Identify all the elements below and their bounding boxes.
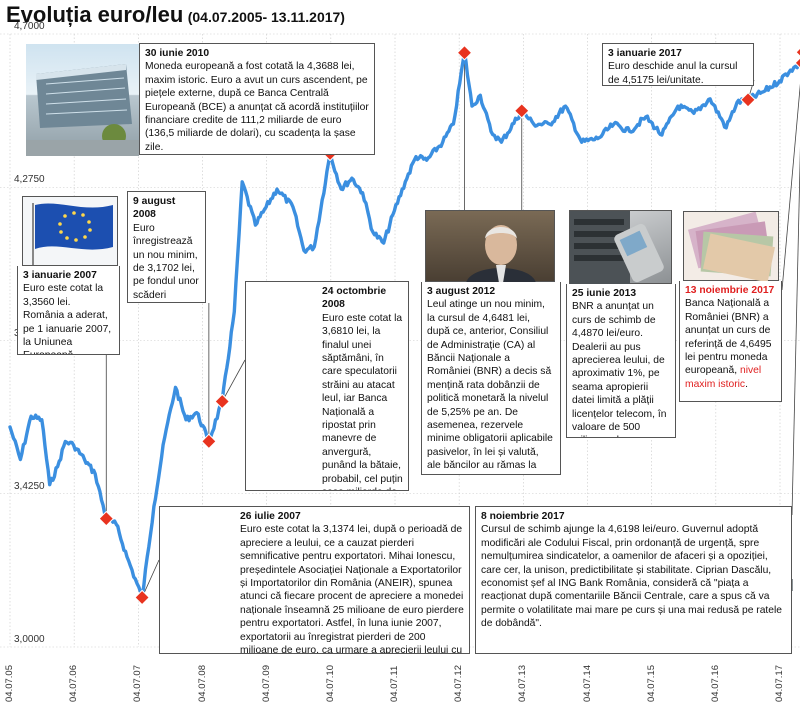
callout-date: 13 noiembrie 2017 xyxy=(685,285,775,296)
callout-date: 3 august 2012 xyxy=(427,286,496,297)
callout-3-august-2012: 3 august 2012 Leul atinge un nou minim, … xyxy=(421,282,561,475)
flag-stars-icon xyxy=(58,211,92,242)
y-tick-label: 3,4250 xyxy=(14,480,45,492)
callout-8-noiembrie-2017: 8 noiembrie 2017 Cursul de schimb ajunge… xyxy=(475,506,792,654)
x-tick-label: 04.07.08 xyxy=(196,665,208,702)
event-marker xyxy=(740,92,756,108)
callout-3-ianuarie-2017: 3 ianuarie 2017 Euro deschide anul la cu… xyxy=(602,43,754,86)
building-photo xyxy=(26,44,139,156)
event-marker xyxy=(795,44,800,60)
x-tick-label: 04.07.13 xyxy=(517,665,529,702)
callout-date: 8 noiembrie 2017 xyxy=(481,511,565,522)
banknotes-photo xyxy=(683,211,779,283)
leader-line xyxy=(221,359,246,402)
x-tick-label: 04.07.16 xyxy=(709,665,721,702)
callout-date: 25 iunie 2013 xyxy=(572,288,637,299)
phone-illustration xyxy=(570,211,664,285)
x-tick-label: 04.07.05 xyxy=(4,665,15,702)
event-marker xyxy=(456,44,473,61)
callout-date: 9 august 2008 xyxy=(133,196,176,221)
callout-26-iulie-2007: 26 iulie 2007 Euro este cotat la 3,1374 … xyxy=(159,506,470,654)
callout-text: Cursul de schimb ajunge la 4,6198 lei/eu… xyxy=(481,524,783,630)
portrait-illustration xyxy=(466,225,536,283)
x-tick-label: 04.07.12 xyxy=(453,665,465,702)
callout-text: Leul atinge un nou minim, la cursul de 4… xyxy=(427,299,553,474)
event-marker xyxy=(214,393,230,410)
banknotes-illustration xyxy=(688,211,776,283)
callout-text: Euro înregistrează un nou minim, de 3,17… xyxy=(133,222,199,301)
eu-flag-illustration xyxy=(32,203,113,265)
event-marker xyxy=(794,55,800,71)
chart-title-main: Evoluția euro/leu xyxy=(6,2,184,27)
event-marker xyxy=(98,510,115,527)
y-tick-label: 4,7000 xyxy=(14,21,45,32)
eu-flag-photo xyxy=(22,196,118,266)
callout-date: 30 iunie 2010 xyxy=(145,48,210,59)
callout-date: 3 ianuarie 2007 xyxy=(23,270,97,281)
callout-text: Moneda europeană a fost cotată la 4,3688… xyxy=(145,61,369,153)
y-tick-label: 3,0000 xyxy=(14,634,45,645)
callout-tail: . xyxy=(745,378,748,390)
leader-line xyxy=(781,83,800,291)
callout-text: Euro este cotat la 3,6810 lei, la finalu… xyxy=(322,312,403,490)
x-tick-label: 04.07.17 xyxy=(774,665,785,702)
phone-photo xyxy=(569,210,672,285)
event-marker xyxy=(134,589,150,606)
x-tick-label: 04.07.10 xyxy=(324,665,336,702)
chart-title-period: (04.07.2005- 13.11.2017) xyxy=(187,9,345,25)
callout-highlight: nivel maxim istoric xyxy=(685,365,762,390)
x-tick-label: 04.07.09 xyxy=(260,665,272,702)
callout-date: 24 octombrie 2008 xyxy=(322,286,387,311)
governor-photo xyxy=(425,210,555,283)
x-tick-label: 04.07.14 xyxy=(581,665,593,702)
callout-text: Euro deschide anul la cursul de 4,5175 l… xyxy=(608,61,738,86)
callout-date: 26 iulie 2007 xyxy=(240,511,301,522)
x-tick-label: 04.07.06 xyxy=(68,665,80,702)
leader-line xyxy=(791,146,800,516)
callout-date: 3 ianuarie 2017 xyxy=(608,48,682,59)
callout-9-august-2008: 9 august 2008 Euro înregistrează un nou … xyxy=(127,191,206,303)
x-tick-label: 04.07.07 xyxy=(132,665,144,702)
callout-text: Banca Națională a României (BNR) a anunț… xyxy=(685,298,772,377)
callout-text: Euro este cotat la 3,3560 lei. România a… xyxy=(23,283,112,354)
callout-text: BNR a anunțat un curs de schimb de 4,487… xyxy=(572,301,656,340)
callout-13-noiembrie-2017: 13 noiembrie 2017 Banca Națională a Româ… xyxy=(679,281,782,402)
chart-title: Evoluția euro/leu (04.07.2005- 13.11.201… xyxy=(6,2,345,28)
building-illustration xyxy=(26,64,139,156)
y-tick-label: 4,2750 xyxy=(14,174,45,186)
callout-text: Euro este cotat la 3,1374 lei, după o pe… xyxy=(240,524,464,654)
callout-text-2: Dealerii au pus aprecierea leului, de ap… xyxy=(572,341,667,437)
callout-3-ianuarie-2007: 3 ianuarie 2007 Euro este cotat la 3,356… xyxy=(17,266,120,355)
leader-line xyxy=(141,559,160,598)
x-tick-label: 04.07.11 xyxy=(389,665,400,702)
callout-25-iunie-2013: 25 iunie 2013 BNR a anunțat un curs de s… xyxy=(566,284,676,438)
callout-24-octombrie-2008: 24 octombrie 2008 Euro este cotat la 3,6… xyxy=(245,281,409,491)
x-tick-label: 04.07.15 xyxy=(645,665,657,702)
event-marker xyxy=(201,433,217,450)
callout-30-iunie-2010: 30 iunie 2010 Moneda europeană a fost co… xyxy=(139,43,375,155)
event-marker xyxy=(513,103,530,119)
